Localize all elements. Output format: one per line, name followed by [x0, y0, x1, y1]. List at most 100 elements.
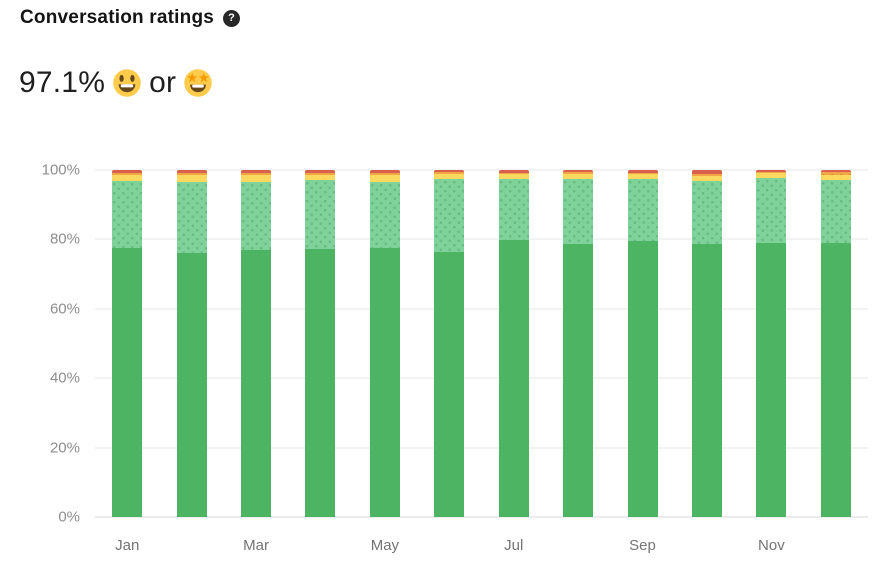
bar-segment-great[interactable]	[241, 181, 272, 250]
bar-segment-bad[interactable]	[112, 173, 143, 175]
bar-segment-ok[interactable]	[112, 174, 143, 181]
rating-summary-value: 97.1%	[19, 66, 106, 99]
gridline-0	[95, 516, 868, 518]
bar-dec[interactable]	[820, 170, 851, 517]
bar-apr[interactable]	[305, 170, 336, 517]
x-axis-tick-sep: Sep	[629, 537, 656, 554]
y-axis: 0% 20% 40% 60% 80% 100%	[0, 162, 80, 526]
bar-segment-ok[interactable]	[434, 173, 465, 180]
bar-segment-terrible[interactable]	[112, 170, 143, 174]
bar-segment-amazing[interactable]	[434, 252, 465, 517]
bar-segment-great[interactable]	[756, 178, 787, 243]
bar-segment-bad[interactable]	[369, 173, 400, 176]
bar-segment-ok[interactable]	[305, 174, 336, 181]
bar-segment-ok[interactable]	[369, 175, 400, 183]
bar-mar[interactable]	[241, 170, 272, 517]
bar-segment-amazing[interactable]	[369, 247, 400, 517]
bar-segment-bad[interactable]	[434, 172, 465, 174]
plot-area	[95, 169, 868, 518]
gridline-20	[95, 446, 868, 449]
bar-segment-amazing[interactable]	[756, 242, 787, 517]
bar-segment-amazing[interactable]	[176, 253, 207, 517]
bar-segment-amazing[interactable]	[498, 240, 529, 517]
bar-segment-bad[interactable]	[820, 172, 851, 175]
bar-segment-great[interactable]	[305, 180, 336, 250]
bar-segment-ok[interactable]	[498, 173, 529, 180]
bar-nov[interactable]	[756, 170, 787, 517]
bar-segment-great[interactable]	[563, 179, 594, 245]
chart-title: Conversation ratings	[20, 7, 215, 28]
bar-segment-terrible[interactable]	[691, 170, 722, 174]
bar-segment-terrible[interactable]	[369, 170, 400, 174]
bar-jun[interactable]	[434, 170, 465, 517]
bar-segment-terrible[interactable]	[756, 170, 787, 172]
bar-segment-great[interactable]	[691, 180, 722, 244]
bar-segment-terrible[interactable]	[434, 170, 465, 173]
bar-segment-amazing[interactable]	[820, 243, 851, 517]
y-axis-tick: 40%	[49, 369, 80, 387]
x-axis: Jan Mar May Jul Sep Nov	[95, 517, 868, 562]
x-axis-tick-jul: Jul	[504, 537, 524, 554]
bar-segment-ok[interactable]	[176, 174, 207, 182]
bar-sep[interactable]	[627, 170, 658, 517]
help-icon[interactable]: ?	[223, 9, 241, 27]
bar-segment-great[interactable]	[627, 178, 658, 242]
bar-segment-terrible[interactable]	[176, 170, 207, 174]
bar-segment-bad[interactable]	[627, 172, 658, 174]
bar-segment-bad[interactable]	[498, 172, 529, 174]
bar-segment-great[interactable]	[112, 180, 143, 249]
bar-segment-great[interactable]	[434, 179, 465, 253]
x-axis-tick-nov: Nov	[758, 537, 785, 554]
gridline-80	[95, 238, 868, 241]
bar-segment-bad[interactable]	[563, 172, 594, 174]
bar-segment-bad[interactable]	[176, 173, 207, 175]
y-axis-tick: 100%	[41, 161, 80, 179]
gridline-60	[95, 307, 868, 310]
bar-segment-ok[interactable]	[691, 175, 722, 181]
bar-segment-amazing[interactable]	[563, 244, 594, 517]
bar-segment-amazing[interactable]	[241, 249, 272, 517]
rating-summary-conjunction: or	[149, 66, 177, 99]
bar-feb[interactable]	[176, 170, 207, 517]
bar-segment-terrible[interactable]	[305, 170, 336, 174]
bar-segment-great[interactable]	[820, 179, 851, 244]
bar-segment-amazing[interactable]	[627, 241, 658, 517]
bar-segment-ok[interactable]	[627, 173, 658, 179]
x-axis-tick-mar: Mar	[243, 537, 269, 554]
bar-segment-ok[interactable]	[820, 174, 851, 180]
gridline-40	[95, 377, 868, 380]
y-axis-tick: 80%	[49, 230, 80, 248]
bar-segment-bad[interactable]	[241, 173, 272, 175]
bar-segment-amazing[interactable]	[691, 243, 722, 517]
bar-may[interactable]	[369, 170, 400, 517]
bar-segment-bad[interactable]	[305, 173, 336, 175]
bar-segment-terrible[interactable]	[241, 170, 272, 174]
bar-segment-great[interactable]	[176, 181, 207, 254]
bar-jan[interactable]	[112, 170, 143, 517]
bar-segment-great[interactable]	[369, 182, 400, 248]
bar-segment-bad[interactable]	[691, 173, 722, 176]
bar-segment-ok[interactable]	[563, 173, 594, 180]
bar-segment-terrible[interactable]	[627, 170, 658, 173]
chart-header: Conversation ratings ?	[20, 7, 241, 29]
bar-aug[interactable]	[563, 170, 594, 517]
bar-segment-ok[interactable]	[241, 174, 272, 182]
y-axis-tick: 0%	[58, 508, 80, 526]
bar-jul[interactable]	[498, 170, 529, 517]
bar-segment-amazing[interactable]	[112, 248, 143, 517]
bar-segment-terrible[interactable]	[563, 170, 594, 173]
y-axis-tick: 60%	[49, 300, 80, 318]
bar-segment-terrible[interactable]	[498, 170, 529, 173]
bar-segment-terrible[interactable]	[820, 170, 851, 173]
x-axis-tick-may: May	[370, 537, 400, 554]
bar-oct[interactable]	[691, 170, 722, 517]
x-axis-tick-jan: Jan	[115, 537, 140, 554]
bar-segment-bad[interactable]	[756, 171, 787, 174]
gridline-100	[95, 169, 868, 171]
bar-segment-ok[interactable]	[756, 173, 787, 179]
grinning-face-emoji	[113, 69, 141, 97]
bar-segment-great[interactable]	[498, 179, 529, 241]
bar-segment-amazing[interactable]	[305, 249, 336, 517]
y-axis-tick: 20%	[49, 439, 80, 457]
